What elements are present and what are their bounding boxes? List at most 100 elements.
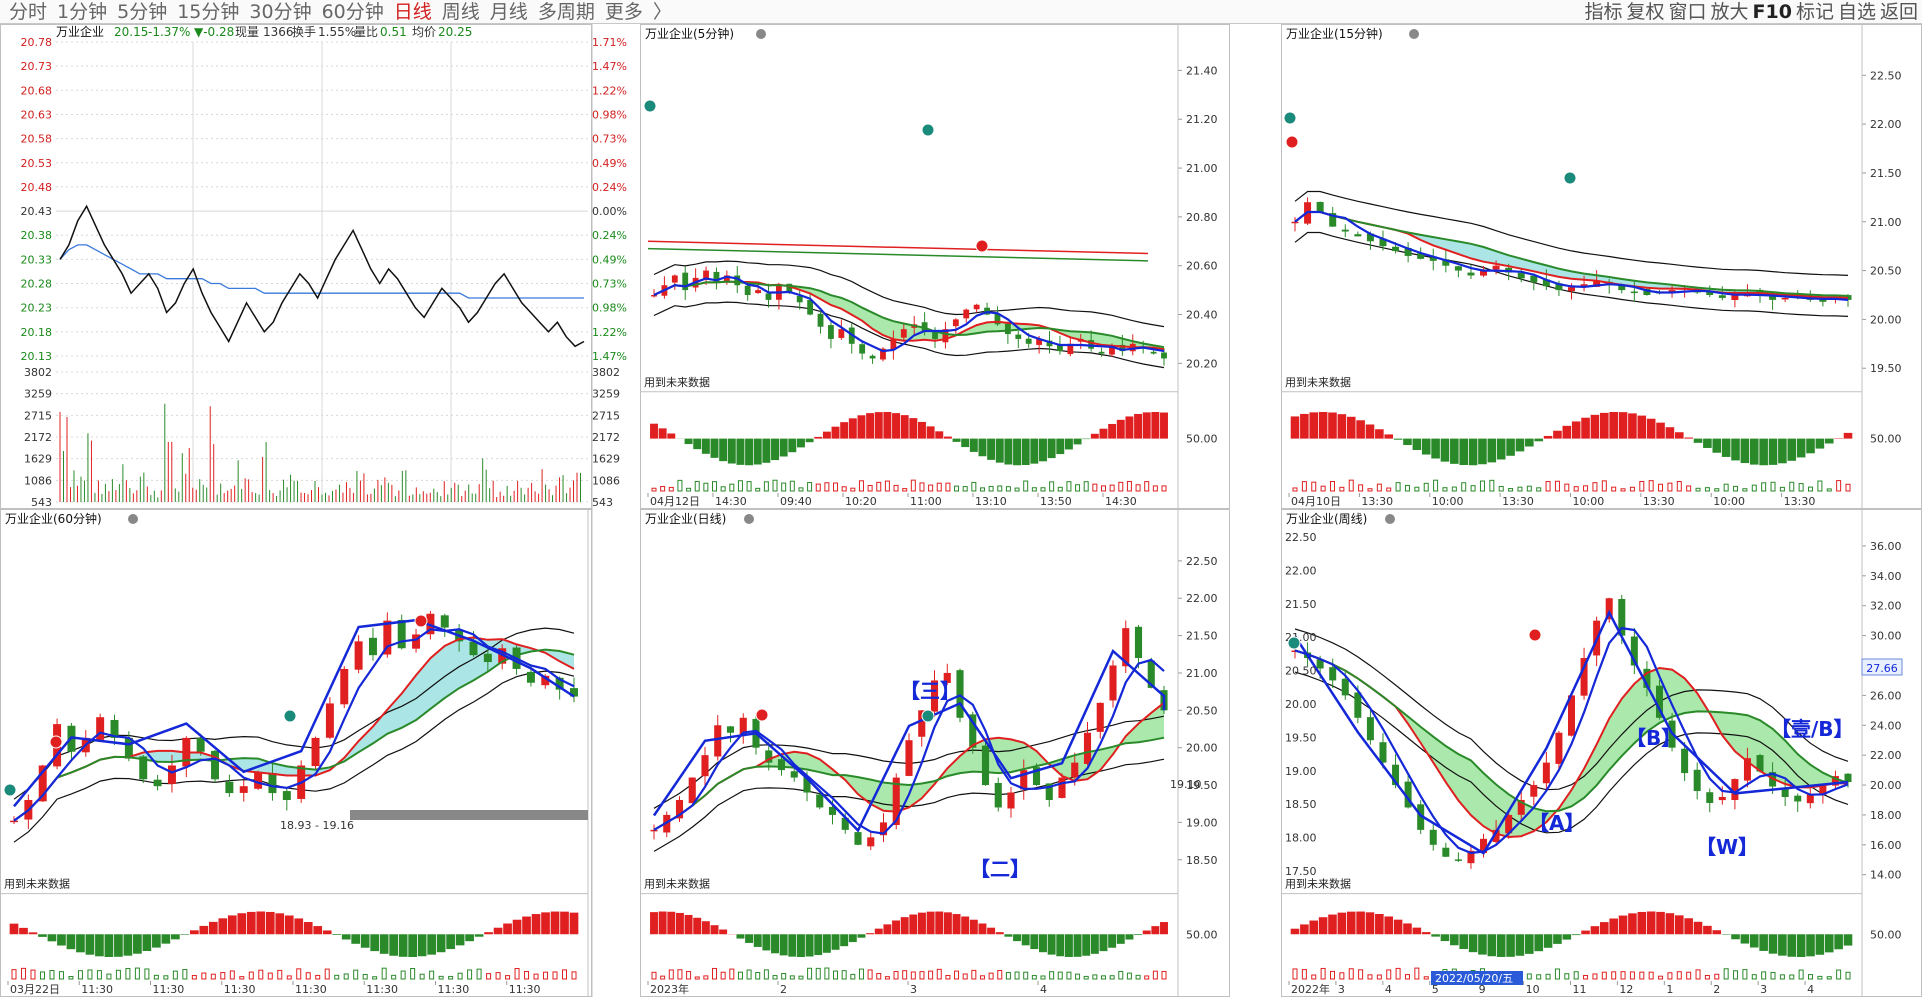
y-tick: 22.00 [1870,749,1902,762]
tab-more[interactable]: 更多 [604,1,643,23]
candle-body [1706,792,1714,803]
candle-body [38,765,47,802]
candle-body [1150,351,1157,354]
ma-green [13,648,575,822]
left-tick: 22.50 [1285,531,1317,544]
adjust-button[interactable]: 复权 [1626,1,1665,23]
tab-multi-period[interactable]: 多周期 [537,1,595,23]
y-tick: 18.50 [1186,854,1218,867]
date-label: 2022/05/20/五 [1435,972,1513,985]
x-tick: 11:30 [438,983,470,996]
oscillator-box [1836,969,1842,980]
oscillator-box [457,972,463,980]
vol-tick: 3259 [24,388,52,401]
panel-title: 万业企业(日线) [645,511,726,526]
candle-body [1109,346,1115,355]
future-data-label: 用到未来数据 [644,375,710,389]
oscillator-box [798,487,804,492]
oscillator-box [1498,485,1504,492]
pct-tick: 0.73% [592,133,627,146]
x-tick: 11:30 [224,983,256,996]
oscillator-box [1695,969,1701,980]
tab-fenshi[interactable]: 分时 [9,1,48,23]
y-tick: 16.00 [1870,839,1902,852]
candle-body [1161,352,1167,359]
oscillator-box [39,971,45,980]
candle-body [777,759,786,771]
candle-body [397,619,406,649]
oscillator-box [486,973,492,980]
price-tick: 20.13 [21,350,53,363]
vol-tick-right: 1086 [592,474,620,487]
x-tick: 5 [1432,983,1439,996]
wave-label-w: 【W】 [1696,835,1758,859]
oscillator-box [438,975,444,980]
f10-button[interactable]: F10 [1752,1,1792,23]
oscillator-box [1573,971,1579,980]
oscillator-box [1714,488,1720,492]
intraday-price: 20.15 [114,25,148,39]
x-tick: 10:00 [1713,495,1745,508]
oscillator-box [125,967,131,980]
zoom-button[interactable]: 放大 [1710,1,1749,23]
back-button[interactable]: 返回 [1879,1,1918,23]
tab-5min[interactable]: 5分钟 [117,1,168,23]
oscillator-box [1057,486,1063,492]
window-button[interactable]: 窗口 [1668,1,1707,23]
candle-body [368,637,377,656]
tab-monthly[interactable]: 月线 [489,1,528,23]
oscillator-box [1152,970,1158,980]
oscillator-box [1376,483,1382,492]
candle-body [1492,265,1500,270]
pct-tick: 0.49% [592,253,627,266]
oscillator-box [410,968,416,980]
watchlist-button[interactable]: 自选 [1837,1,1876,23]
tab-1min[interactable]: 1分钟 [57,1,108,23]
long-ma-red [647,240,1149,255]
tab-daily[interactable]: 日线 [393,1,432,23]
tab-30min[interactable]: 30分钟 [249,1,312,23]
candle-body [340,668,349,705]
y-tick: 24.00 [1870,719,1902,732]
candle-body [1058,777,1066,798]
oscillator-box [1479,480,1485,492]
trend-band [654,281,1164,350]
tool-buttons: 指标 复权 窗口 放大 F10 标记 自选 返回 [1582,1,1920,23]
oscillator-box [381,967,387,980]
oscillator-box [979,975,985,980]
oscillator-box [210,973,216,980]
oscillator-box [1066,481,1072,492]
candle-body [703,270,709,280]
x-tick: 3 [1760,983,1767,996]
vol-tick-right: 2715 [592,409,620,422]
oscillator-box [1733,485,1739,492]
more-chevron-icon[interactable]: 〉 [652,1,672,23]
candle-body [675,799,684,819]
oscillator-box [919,971,925,980]
oscillator-box [807,482,813,492]
candle-body [1032,767,1041,786]
vol-tick: 1086 [24,474,52,487]
y-tick: 22.00 [1870,118,1902,131]
candle-body [956,670,964,718]
trend-band [1295,650,1848,837]
intraday-change-pct: -1.37% [148,25,190,39]
candle-body [239,786,248,793]
signal-icon [643,99,657,113]
oscillator-box [1751,974,1757,980]
oscillator-box [1611,486,1617,492]
candle-body [1794,795,1802,802]
y-tick: 20.80 [1186,211,1218,224]
price-label: 19.10 [1170,778,1202,791]
tab-15min[interactable]: 15分钟 [177,1,240,23]
mark-button[interactable]: 标记 [1795,1,1834,23]
oscillator-box [1779,486,1785,492]
tab-weekly[interactable]: 周线 [441,1,480,23]
indicator-button[interactable]: 指标 [1584,1,1623,23]
price-tick: 20.63 [21,108,53,121]
zigzag-line [652,649,1166,833]
multi-period-charts: 20.78 1.71% 20.73 1.47% 20.68 1.22% 20.63 0.98%… [0,24,1922,997]
candle-body [1119,344,1126,352]
oscillator-box [1301,969,1307,980]
tab-60min[interactable]: 60分钟 [321,1,384,23]
